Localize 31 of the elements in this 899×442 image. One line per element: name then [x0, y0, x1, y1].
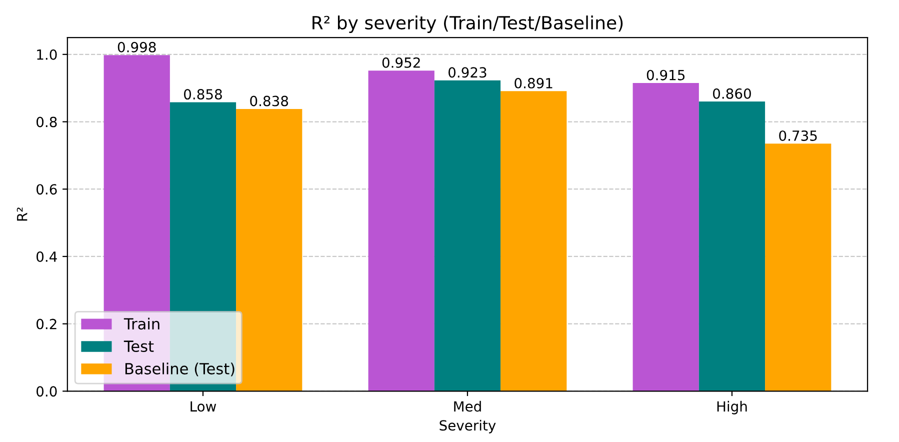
bar — [698, 102, 766, 392]
data-label: 0.858 — [184, 89, 222, 100]
y-tick-label: 0.2 — [36, 318, 56, 330]
chart-title: R² by severity (Train/Test/Baseline) — [312, 16, 623, 33]
y-tick-label: 0.6 — [36, 184, 57, 195]
bar — [500, 91, 567, 392]
legend-label: Baseline (Test) — [125, 362, 234, 376]
data-label: 0.998 — [118, 42, 156, 52]
legend-label: Train — [124, 318, 160, 330]
y-tick-label: 1.0 — [37, 49, 57, 60]
bar — [765, 144, 832, 392]
data-label: 0.891 — [514, 78, 552, 88]
data-label: 0.952 — [382, 57, 420, 68]
bar — [632, 83, 699, 392]
x-tick-label: Med — [454, 400, 481, 412]
y-axis-title: R² — [16, 208, 28, 221]
x-axis-title: Severity — [440, 420, 496, 434]
y-tick-label: 0.8 — [36, 116, 57, 128]
data-label: 0.735 — [779, 130, 817, 141]
data-label: 0.860 — [713, 88, 751, 99]
y-tick-label: 0.4 — [36, 251, 57, 262]
legend-label: Test — [124, 340, 154, 352]
bar — [368, 70, 434, 392]
data-label: 0.915 — [646, 70, 685, 80]
bar — [434, 80, 501, 392]
data-label: 0.923 — [448, 67, 486, 78]
y-tick-label: 0.0 — [36, 386, 57, 397]
x-tick-label: Low — [190, 401, 216, 412]
bar — [236, 108, 302, 392]
x-tick-label: High — [717, 400, 747, 414]
data-label: 0.838 — [250, 96, 288, 106]
